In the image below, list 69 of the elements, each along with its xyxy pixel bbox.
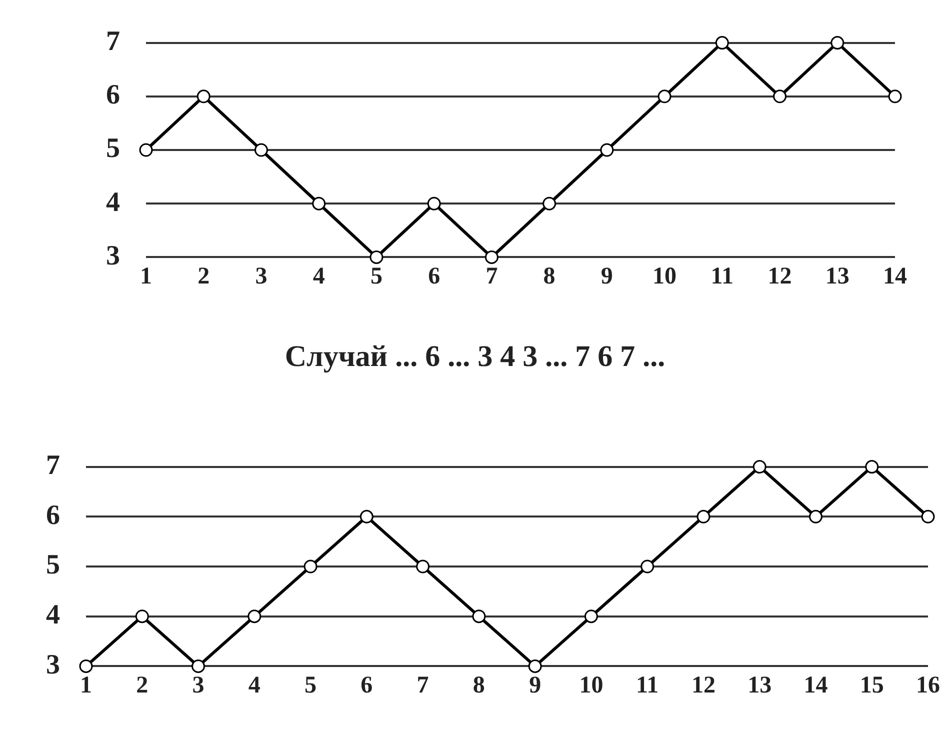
y-tick-label: 4 xyxy=(46,600,60,631)
y-tick-label: 7 xyxy=(46,450,60,482)
x-tick-label: 8 xyxy=(543,263,556,290)
x-tick-label: 4 xyxy=(248,672,260,698)
point xyxy=(658,90,672,104)
x-tick-label: 9 xyxy=(600,263,613,290)
x-tick-label: 14 xyxy=(804,672,828,698)
x-tick-label: 10 xyxy=(579,672,604,698)
x-tick-label: 2 xyxy=(198,263,210,290)
point xyxy=(752,460,766,474)
point xyxy=(528,659,542,673)
text: Случай ... 6 ... 3 4 3 ... 7 6 7 ... xyxy=(284,340,666,374)
point xyxy=(472,610,486,624)
x-tick-label: 11 xyxy=(710,263,734,290)
point xyxy=(640,560,654,574)
point xyxy=(484,250,498,264)
x-tick-label: 14 xyxy=(883,263,907,290)
point xyxy=(696,510,710,524)
point xyxy=(135,610,149,624)
x-tick-label: 12 xyxy=(691,672,716,698)
point xyxy=(304,560,318,574)
x-tick-label: 15 xyxy=(860,672,884,698)
y-tick-label: 4 xyxy=(106,186,120,218)
y-tick-label: 5 xyxy=(46,550,60,581)
x-tick-label: 3 xyxy=(192,672,204,698)
x-tick-label: 3 xyxy=(255,263,268,290)
point xyxy=(79,659,93,673)
x-tick-label: 6 xyxy=(428,263,440,290)
x-tick-label: 13 xyxy=(825,263,850,290)
x-tick-label: 13 xyxy=(748,672,772,698)
point xyxy=(584,610,598,624)
x-tick-label: 1 xyxy=(80,672,92,698)
point xyxy=(773,90,787,104)
y-tick-label: 7 xyxy=(106,26,120,58)
x-tick-label: 4 xyxy=(312,263,325,290)
x-tick-label: 10 xyxy=(652,263,677,290)
point xyxy=(360,510,374,524)
x-tick-label: 7 xyxy=(416,672,429,698)
x-tick-label: 11 xyxy=(636,672,659,698)
y-tick-label: 5 xyxy=(106,133,120,164)
x-tick-label: 7 xyxy=(486,263,498,290)
point xyxy=(830,36,844,50)
x-tick-label: 1 xyxy=(140,263,152,290)
point xyxy=(196,90,210,104)
point xyxy=(542,196,556,210)
point xyxy=(865,460,879,474)
x-tick-label: 12 xyxy=(768,263,792,290)
x-tick-label: 16 xyxy=(916,672,940,698)
x-tick-label: 6 xyxy=(360,672,373,698)
x-tick-label: 9 xyxy=(529,672,542,698)
point xyxy=(600,143,614,157)
point xyxy=(248,610,262,624)
point xyxy=(715,36,729,50)
point xyxy=(427,196,441,210)
x-tick-label: 5 xyxy=(304,672,317,698)
point xyxy=(312,196,326,210)
y-tick-label: 6 xyxy=(106,80,120,111)
point xyxy=(139,143,153,157)
x-tick-label: 8 xyxy=(472,672,485,698)
point xyxy=(921,510,935,524)
point xyxy=(370,250,384,264)
point xyxy=(254,143,268,157)
y-tick-label: 6 xyxy=(46,500,60,531)
point xyxy=(192,659,206,673)
x-tick-label: 2 xyxy=(136,672,148,698)
point xyxy=(416,560,430,574)
point xyxy=(888,90,902,104)
x-tick-label: 5 xyxy=(370,263,382,290)
point xyxy=(808,510,822,524)
